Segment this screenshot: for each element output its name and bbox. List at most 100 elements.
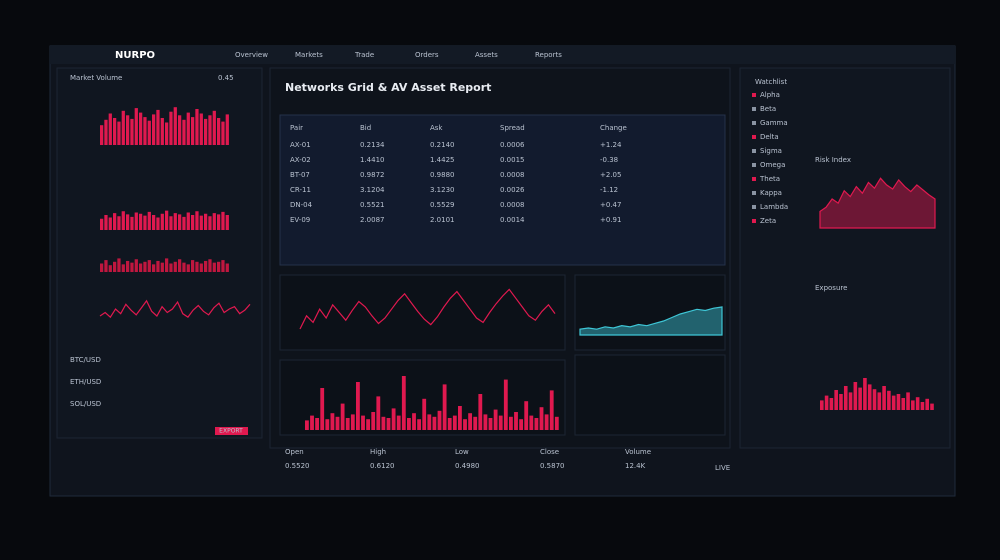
bar — [863, 378, 867, 410]
bar — [524, 401, 529, 430]
bar — [100, 218, 104, 230]
bar — [217, 214, 221, 230]
top-bar — [50, 46, 955, 64]
list-item[interactable]: Omega — [760, 161, 785, 169]
bar — [117, 216, 121, 230]
export-button[interactable] — [215, 427, 248, 435]
bar — [534, 418, 539, 430]
list-item[interactable]: Theta — [759, 175, 780, 183]
menu-tab[interactable]: Trade — [354, 51, 374, 59]
left-title: Market Volume — [70, 74, 122, 82]
bar — [117, 121, 121, 145]
bar — [204, 213, 208, 230]
bar — [473, 416, 478, 430]
bar — [208, 216, 212, 230]
bar — [152, 114, 156, 145]
bar — [381, 416, 386, 430]
bar — [191, 215, 195, 230]
list-bullet — [752, 93, 756, 97]
bar — [911, 400, 915, 410]
bar — [160, 213, 164, 230]
right-chart-title: Risk Index — [815, 156, 851, 164]
bar — [126, 214, 130, 230]
bar — [204, 118, 208, 145]
bar — [447, 418, 452, 430]
table-cell: BT-07 — [290, 171, 310, 179]
list-item[interactable]: Lambda — [760, 203, 788, 211]
bar — [186, 212, 190, 230]
stat-value: 0.5520 — [285, 462, 310, 470]
table-header: Ask — [430, 124, 443, 132]
bar — [195, 211, 199, 230]
bar — [305, 420, 309, 430]
table-cell: 3.1204 — [360, 186, 385, 194]
list-item[interactable]: Gamma — [760, 119, 788, 127]
table-cell: 3.1230 — [430, 186, 455, 194]
bar — [488, 418, 493, 430]
bar — [478, 394, 483, 430]
list-item[interactable]: Zeta — [760, 217, 776, 225]
menu-tab[interactable]: Markets — [295, 51, 323, 59]
bar — [173, 213, 177, 230]
bar — [173, 261, 177, 272]
bar — [113, 261, 117, 272]
table-cell: -1.12 — [600, 186, 618, 194]
left-value: 0.45 — [218, 74, 234, 82]
list-bullet — [752, 219, 756, 223]
table-cell: EV-09 — [290, 216, 310, 224]
bar — [834, 390, 838, 410]
list-bullet — [752, 205, 756, 209]
bar — [165, 258, 169, 272]
bar — [554, 416, 559, 430]
list-item[interactable]: Beta — [760, 105, 776, 113]
bar — [361, 415, 365, 430]
bar — [104, 215, 108, 230]
bar — [882, 386, 886, 410]
bar — [130, 216, 134, 230]
list-bullet — [752, 121, 756, 125]
list-item[interactable]: Delta — [760, 133, 779, 141]
menu-tab[interactable]: Orders — [415, 51, 439, 59]
bar — [437, 410, 442, 430]
list-item[interactable]: Alpha — [760, 91, 780, 99]
bar — [320, 388, 325, 430]
list-bullet — [752, 177, 756, 181]
bar — [839, 394, 843, 410]
table-cell: 0.5521 — [360, 201, 385, 209]
table-cell: 2.0087 — [360, 216, 385, 224]
bar — [376, 396, 381, 430]
bar — [121, 110, 125, 145]
bar — [330, 413, 335, 430]
table-cell: 0.2134 — [360, 141, 385, 149]
bar — [427, 414, 432, 430]
list-bullet — [752, 163, 756, 167]
bar — [356, 382, 360, 430]
list-item[interactable]: Kappa — [760, 189, 782, 197]
bar — [104, 119, 108, 145]
bar — [182, 262, 186, 272]
bar — [195, 261, 199, 272]
table-cell: 0.0014 — [500, 216, 525, 224]
bar — [920, 402, 925, 410]
bar — [417, 419, 422, 430]
bar — [843, 386, 848, 410]
bar — [371, 412, 376, 430]
table-cell: 0.0015 — [500, 156, 525, 164]
bar — [396, 415, 401, 430]
list-bullet — [752, 191, 756, 195]
bar — [182, 119, 186, 145]
bar — [147, 260, 151, 272]
menu-tab[interactable]: Assets — [475, 51, 498, 59]
bar — [165, 122, 169, 145]
export-label[interactable]: EXPORT — [219, 428, 243, 435]
menu-tab[interactable]: Overview — [235, 51, 268, 59]
list-bullet — [752, 107, 756, 111]
menu-tab[interactable]: Reports — [535, 51, 562, 59]
bar — [221, 211, 225, 230]
stat-value: 12.4K — [625, 462, 646, 470]
bar — [199, 113, 203, 145]
list-item[interactable]: Sigma — [760, 147, 782, 155]
table-cell: 1.4410 — [360, 156, 385, 164]
bar — [824, 395, 829, 410]
left-label: BTC/USD — [70, 356, 101, 364]
